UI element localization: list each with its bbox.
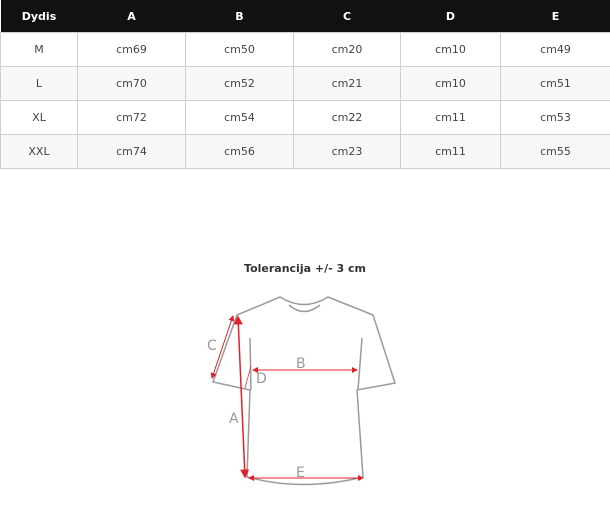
table-row: XXL cm74 cm56 cm23 cm11 cm55 (0, 134, 610, 169)
label-b: B (296, 356, 306, 372)
table-row: XL cm72 cm54 cm22 cm11 cm53 (0, 100, 610, 135)
header-cell: A (77, 0, 186, 33)
arrow-c (210, 315, 235, 379)
header-cell: D (400, 0, 501, 33)
label-d: D (256, 371, 267, 387)
header-cell: Dydis (0, 0, 78, 33)
table-cell: cm10 (400, 66, 501, 101)
table-header: Dydis A B C D E (0, 0, 610, 33)
table-cell: cm11 (400, 134, 501, 169)
tshirt-outline (212, 296, 396, 486)
table-cell: cm55 (500, 134, 610, 169)
table-cell: L (0, 66, 78, 101)
table-cell: cm22 (293, 100, 401, 135)
table-cell: cm56 (185, 134, 294, 169)
table-cell: cm54 (185, 100, 294, 135)
table-cell: XXL (0, 134, 78, 169)
table-cell: cm50 (185, 32, 294, 67)
table-cell: cm70 (77, 66, 186, 101)
table-cell: cm52 (185, 66, 294, 101)
header-cell: C (293, 0, 401, 33)
label-a: A (229, 411, 239, 427)
arrow-a (233, 315, 250, 479)
table-cell: cm53 (500, 100, 610, 135)
table-cell: cm72 (77, 100, 186, 135)
table-cell: cm69 (77, 32, 186, 67)
table-cell: cm11 (400, 100, 501, 135)
label-e: E (296, 465, 305, 481)
measure-arrows (210, 315, 364, 481)
table-cell: cm23 (293, 134, 401, 169)
header-cell: B (185, 0, 294, 33)
header-cell: E (500, 0, 610, 33)
table-cell: cm21 (293, 66, 401, 101)
table-cell: cm74 (77, 134, 186, 169)
label-c: C (207, 338, 217, 354)
tolerance-title: Tolerancija +/- 3 cm (244, 262, 366, 275)
arrow-d (244, 365, 252, 389)
